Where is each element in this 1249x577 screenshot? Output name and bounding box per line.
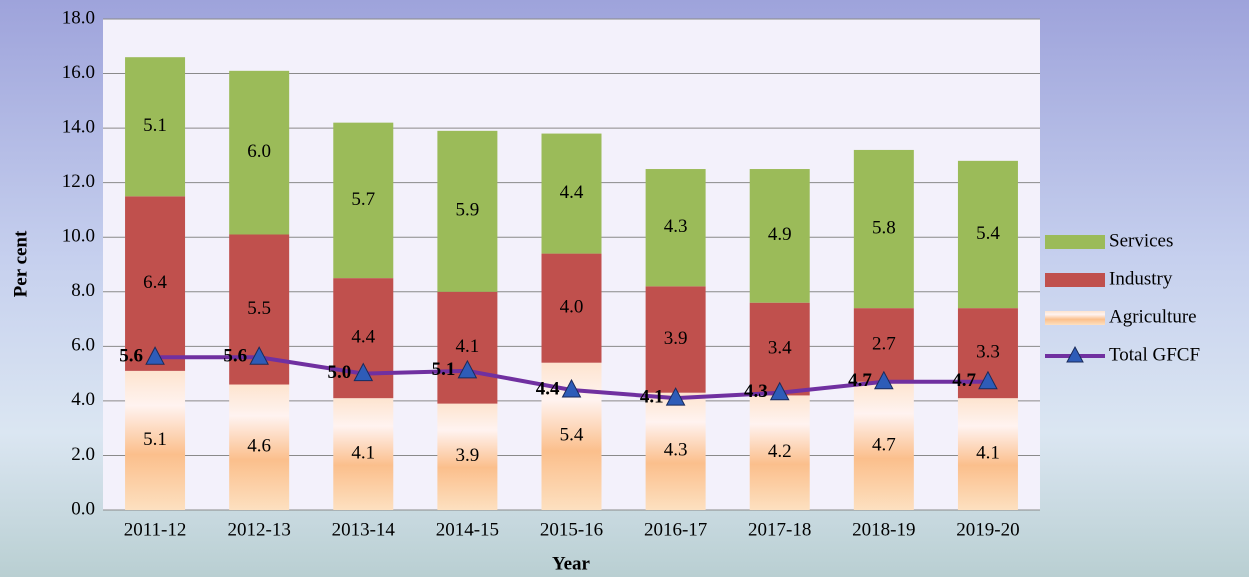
line-marker	[665, 387, 686, 406]
data-label: 4.0	[560, 297, 584, 318]
bar-segment	[853, 381, 914, 510]
x-tick-label: 2011-12	[124, 519, 187, 540]
legend-label: Agriculture	[1109, 306, 1197, 327]
legend-swatch	[1045, 311, 1105, 325]
data-label: 4.4	[351, 327, 375, 348]
data-label: 5.5	[247, 298, 271, 319]
y-tick-label: 0.0	[71, 498, 95, 519]
line-data-label: 5.6	[223, 346, 247, 367]
line-marker	[769, 381, 790, 401]
data-label: 6.0	[247, 141, 271, 162]
bar-segment	[229, 384, 290, 510]
data-label: 5.8	[872, 217, 896, 238]
x-tick-label: 2014-15	[436, 519, 499, 540]
bar-segment	[333, 122, 394, 279]
bar-segment	[437, 403, 498, 510]
data-label: 5.4	[560, 425, 584, 446]
line-marker	[874, 370, 894, 390]
data-label: 3.3	[976, 342, 1000, 363]
data-label: 5.1	[143, 429, 167, 450]
bar-segment	[749, 169, 810, 303]
x-axis-title: Year	[552, 553, 591, 574]
y-tick-label: 12.0	[62, 171, 95, 192]
legend-label: Total GFCF	[1109, 344, 1200, 365]
bar-segment	[957, 398, 1018, 510]
legend-label: Industry	[1109, 268, 1173, 289]
bar-segment	[853, 308, 914, 382]
y-tick-label: 16.0	[62, 62, 95, 83]
data-label: 5.9	[456, 200, 480, 221]
bar-segment	[541, 133, 602, 254]
bar-segment	[957, 160, 1018, 309]
line-marker	[145, 346, 165, 365]
y-tick-label: 14.0	[62, 116, 95, 137]
x-tick-label: 2019-20	[956, 519, 1019, 540]
y-tick-label: 10.0	[62, 226, 95, 247]
data-label: 5.1	[143, 115, 167, 136]
data-label: 6.4	[143, 272, 167, 293]
bar-segment	[645, 169, 706, 287]
data-label: 5.4	[976, 223, 1000, 244]
data-label: 4.3	[664, 440, 688, 461]
x-tick-label: 2013-14	[332, 519, 396, 540]
bar-segment	[437, 130, 498, 292]
bar-segment	[125, 370, 186, 510]
legend-marker	[1066, 345, 1084, 363]
data-label: 5.7	[351, 189, 375, 210]
legend-swatch	[1045, 273, 1105, 287]
data-label: 4.1	[976, 442, 1000, 463]
line-marker	[353, 362, 374, 382]
data-label: 4.7	[872, 434, 896, 455]
line-data-label: 5.1	[432, 359, 456, 380]
line-marker	[249, 346, 269, 365]
bar-segment	[749, 302, 810, 396]
data-label: 3.9	[456, 445, 480, 466]
bar-segment	[229, 70, 290, 235]
data-label: 4.9	[768, 224, 792, 245]
y-tick-label: 6.0	[71, 335, 95, 356]
x-tick-label: 2016-17	[644, 519, 707, 540]
x-tick-label: 2017-18	[748, 519, 811, 540]
bar-segment	[645, 392, 706, 510]
bar-segment	[125, 57, 186, 197]
line-marker	[561, 378, 582, 398]
line-data-label: 5.0	[328, 362, 352, 383]
x-tick-label: 2018-19	[852, 519, 915, 540]
line-data-label: 4.1	[640, 387, 664, 408]
y-tick-label: 4.0	[71, 389, 95, 410]
data-label: 4.4	[560, 182, 584, 203]
bar-segment	[333, 398, 394, 510]
data-label: 2.7	[872, 333, 896, 354]
line-data-label: 4.7	[952, 370, 976, 391]
line-marker	[457, 359, 478, 379]
data-label: 4.2	[768, 441, 792, 462]
y-tick-label: 18.0	[62, 7, 95, 28]
x-tick-label: 2012-13	[228, 519, 291, 540]
bar-segment	[645, 286, 706, 393]
data-label: 4.3	[664, 216, 688, 237]
line-data-label: 4.3	[744, 381, 768, 402]
line-data-label: 4.4	[536, 378, 560, 399]
bar-segment	[749, 395, 810, 510]
data-label: 4.6	[247, 436, 271, 457]
bar-segment	[437, 291, 498, 404]
bar-segment	[853, 149, 914, 309]
legend-label: Services	[1109, 230, 1173, 251]
data-label: 4.1	[456, 336, 480, 357]
bar-segment	[541, 253, 602, 363]
bar-segment	[125, 196, 186, 371]
line-data-label: 4.7	[848, 370, 872, 391]
y-tick-label: 2.0	[71, 444, 95, 465]
y-tick-label: 8.0	[71, 280, 95, 301]
y-axis-title: Per cent	[10, 230, 31, 297]
line-data-label: 5.6	[119, 346, 143, 367]
data-label: 3.9	[664, 328, 688, 349]
legend-swatch	[1045, 235, 1105, 249]
data-label: 3.4	[768, 337, 792, 358]
data-label: 4.1	[351, 442, 375, 463]
line-marker	[978, 370, 998, 390]
x-tick-label: 2015-16	[540, 519, 603, 540]
